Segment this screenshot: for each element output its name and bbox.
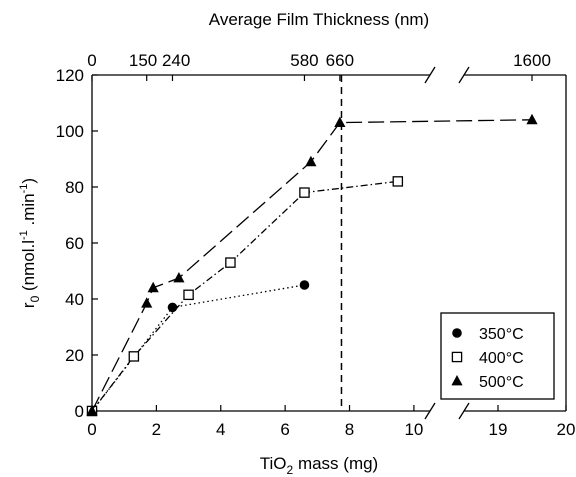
- data-point: [299, 187, 310, 198]
- axis-break-mark: [424, 66, 436, 84]
- data-point: [526, 113, 538, 125]
- data-point: [173, 272, 185, 283]
- y-tick-label: 40: [65, 290, 84, 309]
- data-point: [183, 289, 194, 301]
- y-tick-label: 100: [56, 122, 84, 141]
- y-tick-label: 60: [65, 234, 84, 253]
- data-point: [305, 155, 317, 167]
- series-1: [86, 176, 404, 417]
- series-layer: [86, 113, 538, 417]
- series-line: [91, 180, 398, 412]
- data-point: [86, 405, 98, 416]
- legend-label: 400°C: [479, 350, 524, 367]
- data-point: [334, 116, 346, 127]
- data-point: [128, 351, 140, 362]
- axis-break-mark: [458, 66, 470, 84]
- x-tick-label: 10: [404, 420, 423, 439]
- data-point: [392, 176, 404, 187]
- top-tick-label: 660: [326, 51, 354, 70]
- legend-marker: [452, 328, 462, 338]
- top-tick-label: 1600: [513, 51, 551, 70]
- x-tick-label: 4: [216, 420, 225, 439]
- data-point: [147, 281, 159, 293]
- top-tick-label: 0: [87, 51, 96, 70]
- data-point: [225, 257, 236, 268]
- series-2: [86, 113, 538, 416]
- x-tick-label: 19: [489, 420, 508, 439]
- legend-marker: [451, 351, 463, 363]
- legend-label: 500°C: [479, 374, 524, 391]
- legend: 350°C 400°C 500°C: [440, 312, 555, 400]
- x-tick-label: 20: [557, 420, 576, 439]
- x-tick-label: 6: [280, 420, 289, 439]
- axis-break-mark: [458, 402, 470, 420]
- x-tick-label: 2: [152, 420, 161, 439]
- y-axis-title: r0 (nmol.l-1 .min-1): [18, 178, 42, 308]
- legend-label: 350°C: [479, 326, 524, 343]
- y-tick-label: 0: [75, 402, 84, 421]
- y-tick-label: 120: [56, 66, 84, 85]
- y-tick-label: 80: [65, 178, 84, 197]
- x-axis-title: TiO2 mass (mg): [260, 454, 378, 477]
- data-point: [299, 280, 310, 290]
- x-tick-label: 0: [87, 420, 96, 439]
- top-axis-title: Average Film Thickness (nm): [209, 10, 429, 29]
- y-tick-label: 20: [65, 346, 84, 365]
- legend-marker: [451, 375, 463, 386]
- axis-break-mark: [424, 402, 436, 420]
- top-tick-label: 580: [290, 51, 318, 70]
- x-tick-label: 8: [345, 420, 354, 439]
- top-tick-label: 150 240: [129, 51, 190, 70]
- data-point: [167, 302, 178, 313]
- series-0: [87, 280, 310, 416]
- data-point: [141, 297, 153, 308]
